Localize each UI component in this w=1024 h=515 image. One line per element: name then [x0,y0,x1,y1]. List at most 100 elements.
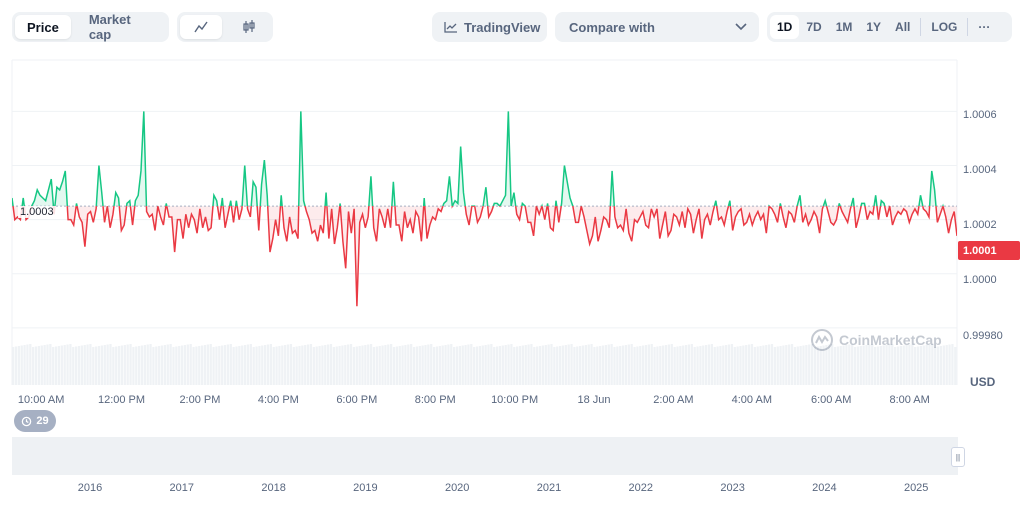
candlestick-icon[interactable] [228,15,270,39]
range-1y-button[interactable]: 1Y [866,20,882,34]
current-price-badge: 1.0001 [958,241,1020,260]
volume-bar [504,345,507,385]
volume-bar [662,345,665,385]
currency-label: USD [970,375,996,389]
x-tick-label: 4:00 AM [731,394,772,406]
volume-bar [410,344,413,385]
volume-bar [212,347,215,385]
range-1m-button[interactable]: 1M [835,20,853,34]
line-chart-icon[interactable] [180,15,222,39]
volume-bar [309,344,313,385]
volume-bar [498,346,502,385]
volume-bar [318,346,321,385]
volume-bar [756,346,759,385]
events-badge[interactable]: 29 [14,410,56,432]
volume-bar [155,346,158,385]
volume-bar [507,344,510,385]
navigator-handle[interactable]: || [951,447,965,467]
volume-bar [676,346,679,385]
volume-bar [516,346,519,385]
volume-bar [347,344,350,385]
volume-bar [610,344,613,385]
volume-bar [587,344,590,385]
volume-bar [172,347,175,385]
volume-bar [266,344,270,385]
volume-bar [493,347,496,385]
volume-bar [349,344,353,385]
volume-bar [23,345,26,385]
volume-bar [178,346,181,385]
range-1d-button[interactable]: 1D [770,15,800,39]
volume-bar [424,345,427,385]
volume-bar [667,344,671,385]
volume-bar [739,346,742,385]
volume-bar [790,344,794,385]
volume-bar [364,345,367,385]
volume-bar [647,344,650,385]
price-tab[interactable]: Price [15,15,71,39]
range-7d-button[interactable]: 7D [806,20,822,34]
volume-bar [367,344,370,385]
volume-bar [60,345,63,385]
tradingview-button[interactable]: TradingView [432,12,547,42]
volume-bar [289,344,293,385]
volume-bar [106,344,109,385]
volume-bar [659,346,662,385]
watermark-text: CoinMarketCap [839,332,942,348]
volume-bar [269,344,272,385]
chart-type-switch [177,12,273,42]
range-all-button[interactable]: All [895,20,911,34]
volume-bar [255,346,258,385]
volume-bar [169,344,172,385]
volume-bar [478,346,482,385]
volume-bar [72,347,75,385]
volume-bar [138,346,141,385]
volume-bar [192,347,195,385]
navigator-year-label: 2017 [169,482,195,494]
volume-bar [398,346,401,385]
y-tick-label: 1.0000 [963,274,997,286]
volume-bar [143,345,146,385]
more-options-button[interactable]: ··· [978,20,991,34]
volume-bar [275,346,278,385]
volume-bar [619,346,622,385]
volume-bar [315,346,318,385]
volume-bar [862,345,865,385]
volume-bar [126,344,129,385]
volume-bar [934,347,937,385]
volume-bar [195,346,198,385]
x-tick-label: 6:00 AM [811,394,852,406]
volume-bar [593,347,596,385]
volume-bar [879,346,882,385]
volume-bar [802,345,805,385]
volume-bar [831,344,834,385]
volume-bar [687,344,691,385]
volume-bar [135,346,138,385]
market-cap-tab[interactable]: Market cap [88,12,131,42]
log-scale-button[interactable]: LOG [931,20,958,34]
volume-bar [536,346,539,385]
volume-bar [627,344,630,385]
volume-bar [435,346,439,385]
navigator-range[interactable] [12,437,958,475]
x-tick-label: 10:00 AM [17,394,65,406]
volume-bar [550,344,553,385]
volume-bar [894,347,897,385]
volume-bar [281,345,284,385]
volume-bar [329,344,333,385]
compare-dropdown[interactable]: Compare with [555,12,759,42]
volume-bar [384,345,387,385]
volume-bar [69,344,72,385]
volume-bar [799,346,802,385]
volume-bar [521,345,524,385]
volume-bar [358,346,361,385]
volume-bar [558,346,562,385]
volume-bar [567,344,570,385]
volume-bar [722,345,725,385]
chart-toolbar: Price Market cap TradingView Compare wit… [12,12,1014,44]
volume-bar [590,344,593,385]
volume-bar [312,347,315,385]
volume-bar [43,345,46,385]
volume-bar [198,346,201,385]
